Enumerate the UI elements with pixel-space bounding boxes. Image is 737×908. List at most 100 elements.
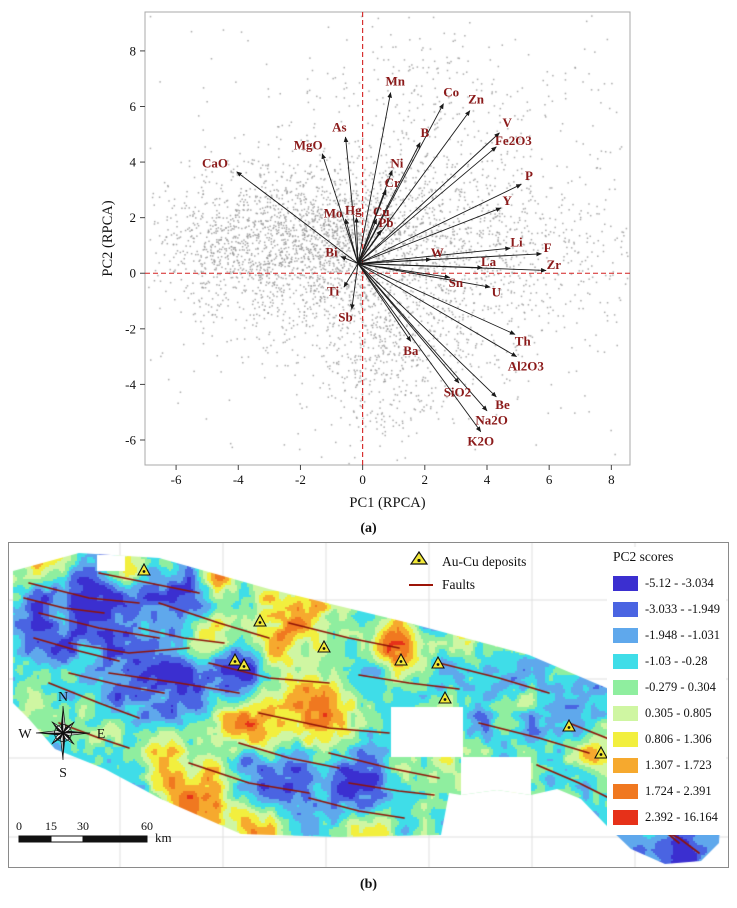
pc2-legend-swatch — [613, 575, 638, 591]
svg-text:SiO2: SiO2 — [444, 385, 471, 400]
svg-text:Hg: Hg — [345, 203, 362, 218]
pc2-legend-swatch — [613, 653, 638, 669]
pc2-legend-item: 1.307 - 1.723 — [613, 752, 720, 778]
svg-text:Zn: Zn — [468, 92, 485, 107]
svg-text:15: 15 — [45, 819, 57, 833]
svg-text:Ni: Ni — [390, 155, 403, 170]
svg-text:0: 0 — [130, 266, 137, 281]
panel-b-caption: (b) — [359, 877, 378, 892]
svg-text:-2: -2 — [125, 321, 136, 336]
pc2-map-panel: N E S W 0 15 30 60 km Au-Cu deposits Faults PC2 … — [8, 542, 729, 868]
pc2-legend-label: -5.12 - -3.034 — [645, 575, 714, 590]
svg-text:Bi: Bi — [325, 244, 338, 259]
pc2-legend-item: -5.12 - -3.034 — [613, 570, 720, 596]
svg-text:MgO: MgO — [294, 137, 323, 152]
pc2-legend-label: -3.033 - -1.949 — [645, 601, 720, 616]
pc2-legend-item: -1.03 - -0.28 — [613, 648, 720, 674]
svg-text:CaO: CaO — [202, 155, 228, 170]
svg-text:Mn: Mn — [386, 73, 406, 88]
svg-text:0: 0 — [359, 472, 366, 487]
svg-text:60: 60 — [141, 819, 153, 833]
svg-text:0: 0 — [16, 819, 22, 833]
pc2-legend-label: 0.305 - 0.805 — [645, 705, 712, 720]
svg-text:Co: Co — [443, 85, 459, 100]
pc2-legend-label: -1.948 - -1.031 — [645, 627, 720, 642]
svg-text:Pb: Pb — [378, 215, 393, 230]
svg-text:-6: -6 — [171, 472, 182, 487]
pca-biplot-overlay: -6 -4 -2 0 2 4 6 8 -6 -4 -2 0 2 4 6 8 PC1 (RPCA) PC2 (RPC… — [100, 11, 631, 511]
svg-text:-6: -6 — [125, 432, 136, 447]
svg-text:W: W — [431, 245, 444, 260]
svg-text:La: La — [481, 254, 497, 269]
pc2-legend-label: 0.806 - 1.306 — [645, 731, 712, 746]
pc2-legend-label: -0.279 - 0.304 — [645, 679, 716, 694]
pc2-legend-item: -0.279 - 0.304 — [613, 674, 720, 700]
svg-text:8: 8 — [608, 472, 615, 487]
svg-text:Fe2O3: Fe2O3 — [495, 133, 532, 148]
svg-text:Ti: Ti — [327, 283, 339, 298]
svg-text:Zr: Zr — [547, 257, 562, 272]
svg-text:-4: -4 — [233, 472, 244, 487]
svg-text:30: 30 — [77, 819, 89, 833]
svg-text:km: km — [155, 830, 172, 845]
svg-text:6: 6 — [130, 99, 137, 114]
pca-biplot-panel: -6 -4 -2 0 2 4 6 8 -6 -4 -2 0 2 4 6 8 PC1 (RPCA) PC2 (RPC… — [0, 0, 737, 518]
svg-text:Li: Li — [510, 235, 523, 250]
svg-text:U: U — [492, 285, 502, 300]
svg-text:Cr: Cr — [385, 175, 400, 190]
svg-text:-2: -2 — [295, 472, 306, 487]
pc2-legend-label: 2.392 - 16.164 — [645, 809, 718, 824]
pc2-legend-title: PC2 scores — [613, 549, 674, 564]
svg-text:2: 2 — [422, 472, 429, 487]
svg-text:P: P — [525, 168, 533, 183]
svg-text:Ba: Ba — [403, 343, 419, 358]
svg-text:4: 4 — [484, 472, 491, 487]
svg-text:S: S — [59, 766, 67, 781]
svg-text:4: 4 — [130, 155, 137, 170]
svg-text:Y: Y — [503, 193, 513, 208]
svg-text:Be: Be — [495, 397, 510, 412]
svg-text:PC1 (RPCA): PC1 (RPCA) — [349, 495, 425, 511]
legend-row-faults: Faults — [409, 573, 526, 596]
pc2-score-legend: PC2 scores -5.12 - -3.034 -3.033 - -1.949… — [607, 547, 726, 835]
pc2-legend-swatch — [613, 757, 638, 773]
pc2-legend-items: -5.12 - -3.034 -3.033 - -1.949 -1.948 - -1… — [613, 570, 720, 830]
pc2-legend-item: 0.806 - 1.306 — [613, 726, 720, 752]
pc2-legend-swatch — [613, 705, 638, 721]
pc2-legend-swatch — [613, 783, 638, 799]
svg-text:-4: -4 — [125, 377, 136, 392]
svg-text:W: W — [18, 727, 32, 742]
pc2-legend-item: -3.033 - -1.949 — [613, 596, 720, 622]
svg-text:K2O: K2O — [467, 433, 494, 448]
svg-text:F: F — [544, 240, 552, 255]
svg-text:PC2 (RPCA): PC2 (RPCA) — [100, 200, 116, 276]
svg-text:V: V — [503, 115, 513, 130]
pc2-legend-item: 2.392 - 16.164 — [613, 804, 720, 830]
map-symbol-legend: Au-Cu deposits Faults — [409, 550, 526, 596]
pc2-legend-label: 1.307 - 1.723 — [645, 757, 712, 772]
pc2-legend-swatch — [613, 627, 638, 643]
legend-row-deposits: Au-Cu deposits — [409, 550, 526, 573]
svg-text:Mo: Mo — [324, 205, 343, 220]
svg-text:2: 2 — [130, 210, 137, 225]
deposits-legend-label: Au-Cu deposits — [442, 553, 527, 569]
svg-text:As: As — [332, 119, 346, 134]
pc2-legend-label: 1.724 - 2.391 — [645, 783, 712, 798]
svg-text:Sb: Sb — [338, 310, 352, 325]
pc2-legend-swatch — [613, 679, 638, 695]
faults-legend-label: Faults — [442, 576, 476, 592]
svg-text:Na2O: Na2O — [475, 413, 508, 428]
pc2-legend-swatch — [613, 809, 638, 825]
svg-text:E: E — [97, 727, 106, 742]
pc2-legend-item: 1.724 - 2.391 — [613, 778, 720, 804]
pc2-legend-swatch — [613, 731, 638, 747]
svg-text:Cu: Cu — [373, 204, 390, 219]
svg-text:Al2O3: Al2O3 — [508, 358, 545, 373]
svg-text:N: N — [58, 690, 68, 705]
fault-line-icon — [409, 583, 433, 586]
pc2-legend-item: -1.948 - -1.031 — [613, 622, 720, 648]
svg-text:Th: Th — [515, 333, 532, 348]
pc2-legend-swatch — [613, 601, 638, 617]
panel-a-caption: (a) — [360, 521, 377, 536]
